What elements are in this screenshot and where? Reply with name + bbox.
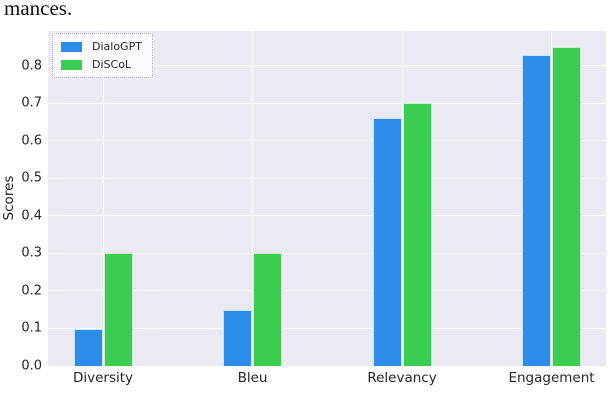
x-tick-label-bleu: Bleu (237, 370, 268, 386)
legend-swatch-icon (61, 41, 82, 52)
v-gridline (102, 31, 104, 366)
bar-dialogpt-diversity (73, 328, 103, 366)
bar-discol-diversity (103, 253, 133, 366)
bar-dialogpt-relevancy (372, 118, 402, 366)
h-gridline (48, 65, 606, 67)
y-tick-label: 0.7 (21, 95, 42, 111)
h-gridline (48, 215, 606, 217)
legend: DialoGPT DiSCoL (52, 33, 153, 78)
y-tick-label: 0.1 (21, 320, 42, 336)
h-gridline (48, 177, 606, 179)
legend-label: DiSCoL (92, 58, 132, 71)
bar-discol-relevancy (402, 103, 432, 366)
legend-item-discol: DiSCoL (61, 58, 142, 71)
v-gridline (401, 31, 403, 366)
h-gridline (48, 290, 606, 292)
y-tick-label: 0.0 (21, 358, 42, 374)
legend-label: DialoGPT (92, 40, 142, 53)
y-tick-label: 0.4 (21, 208, 42, 224)
legend-item-dialogpt: DialoGPT (61, 40, 142, 53)
y-tick-label: 0.5 (21, 170, 42, 186)
legend-swatch-icon (61, 59, 82, 70)
x-tick-label-diversity: Diversity (72, 370, 134, 386)
bar-dialogpt-engagement (522, 54, 551, 366)
h-gridline (48, 327, 606, 329)
y-tick-label: 0.3 (21, 245, 42, 261)
y-tick-label: 0.2 (21, 283, 42, 299)
h-gridline (48, 252, 606, 254)
bar-dialogpt-bleu (223, 309, 252, 366)
x-tick-label-relevancy: Relevancy (367, 370, 437, 386)
x-tick-label-engagement: Engagement (508, 370, 595, 386)
h-gridline (48, 140, 606, 142)
v-gridline (551, 31, 552, 366)
bar-discol-engagement (552, 47, 581, 366)
caption-text: mances. (4, 0, 73, 20)
y-tick-label: 0.6 (21, 133, 42, 149)
v-gridline (252, 31, 253, 366)
h-gridline (48, 102, 606, 104)
y-tick-label: 0.8 (21, 58, 42, 74)
bar-discol-bleu (253, 253, 282, 366)
plot-area (48, 31, 606, 366)
